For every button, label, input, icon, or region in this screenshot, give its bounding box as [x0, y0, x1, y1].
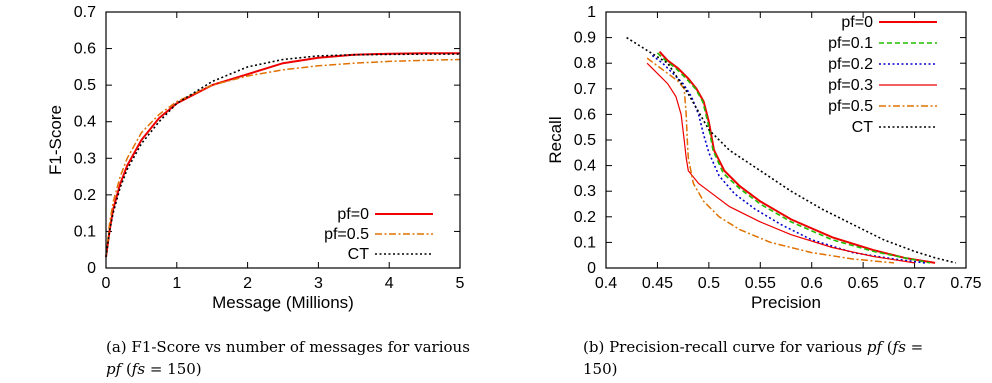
caption-a-end: = 150)	[145, 360, 202, 378]
caption-b-text: (b) Precision-recall curve for various	[583, 338, 863, 356]
chart-a-legend-label: pf=0.5	[324, 226, 369, 243]
chart-a-xtick-label: 2	[243, 275, 252, 292]
chart-b-legend-label: pf=0	[841, 14, 873, 31]
caption-a-text: (a) F1-Score vs number of messages for v…	[106, 338, 470, 356]
chart-b-ytick-label: 0.8	[574, 55, 596, 72]
caption-a-math: fs	[131, 360, 146, 378]
caption-b-math: fs	[892, 338, 906, 356]
chart-b-ytick-label: 0.4	[574, 158, 596, 175]
chart-a-xtick-label: 3	[314, 275, 323, 292]
chart-a-ytick-label: 0.5	[74, 77, 96, 94]
chart-b-ytick-label: 0.1	[574, 234, 596, 251]
chart-a-series-line-2	[105, 53, 460, 258]
caption-a-paren: (	[125, 360, 132, 378]
chart-b-y-axis-label: Recall	[546, 116, 565, 163]
chart-b-xtick-label: 0.6	[801, 275, 823, 292]
chart-b-series-line-4	[646, 57, 895, 264]
chart-a-series-line-0	[105, 52, 460, 258]
chart-b-ytick-label: 1	[587, 4, 596, 21]
chart-b-series-line-0	[658, 51, 936, 264]
chart-b-xtick-label: 0.55	[745, 275, 776, 292]
chart-b-x-axis-label: Precision	[751, 293, 821, 312]
chart-b-legend-label: CT	[852, 119, 874, 136]
chart-b-ytick-label: 0.2	[574, 209, 596, 226]
chart-a-ytick-label: 0.6	[74, 41, 96, 58]
chart-b-legend-label: pf=0.3	[828, 77, 873, 94]
chart-a-xtick-label: 1	[172, 275, 181, 292]
caption-b: (b) Precision-recall curve for various p…	[583, 336, 983, 380]
chart-a-plot-frame	[105, 11, 461, 269]
chart-a-y-axis-label: F1-Score	[46, 105, 65, 175]
caption-b-end: =	[905, 338, 924, 356]
chart-b-legend-label: pf=0.2	[828, 56, 873, 73]
caption-b-line2: 150)	[583, 360, 618, 378]
chart-precision-recall: 0.4 0.45 0.5 0.55 0.6 0.65 0.7 0.75 0 0.1 0.2 0.3 0.…	[546, 4, 982, 312]
chart-b-ytick-label: 0	[587, 260, 596, 277]
chart-b-xtick-label: 0.7	[903, 275, 925, 292]
chart-b-ytick-label: 0.7	[574, 81, 596, 98]
chart-b-xtick-label: 0.75	[950, 275, 981, 292]
chart-b-series-line-1	[656, 52, 931, 264]
chart-b-legend-label: pf=0.5	[828, 98, 873, 115]
chart-b-plot-frame	[605, 11, 967, 269]
chart-b-series-line-5	[626, 36, 956, 264]
chart-b-legend-label: pf=0.1	[828, 35, 873, 52]
chart-a-ytick-label: 0.4	[74, 114, 96, 131]
caption-b-var: pf	[866, 338, 883, 356]
chart-b-ytick-label: 0.6	[574, 106, 596, 123]
caption-a: (a) F1-Score vs number of messages for v…	[106, 336, 478, 380]
chart-b-series-line-3	[646, 62, 915, 264]
chart-a-ytick-label: 0.2	[74, 187, 96, 204]
chart-b-xtick-label: 0.45	[642, 275, 673, 292]
chart-a-ytick-label: 0.3	[74, 150, 96, 167]
chart-a-x-axis-label: Message (Millions)	[212, 293, 354, 312]
chart-b-ytick-label: 0.3	[574, 183, 596, 200]
chart-a-legend-label: CT	[348, 246, 370, 263]
caption-b-paren: (	[886, 338, 893, 356]
chart-a-xtick-label: 4	[385, 275, 394, 292]
chart-a-xtick-label: 5	[456, 275, 465, 292]
chart-a-ytick-label: 0.7	[74, 4, 96, 21]
chart-f1-vs-messages: 0 1 2 3 4 5 0 0.1 0.2 0.3 0.4 0.5 0.6 0.7 Message (Mil…	[46, 4, 465, 312]
chart-b-xtick-label: 0.65	[848, 275, 879, 292]
chart-a-legend-label: pf=0	[337, 206, 369, 223]
chart-a-series-line-1	[105, 58, 461, 258]
chart-b-xtick-label: 0.5	[698, 275, 720, 292]
caption-a-var: pf	[106, 360, 122, 378]
chart-b-ytick-label: 0.5	[574, 132, 596, 149]
chart-a-ytick-label: 0.1	[74, 223, 96, 240]
chart-b-xtick-label: 0.4	[595, 275, 617, 292]
chart-a-xtick-label: 0	[102, 275, 111, 292]
chart-a-ytick-label: 0	[87, 260, 96, 277]
chart-b-ytick-label: 0.9	[574, 30, 596, 47]
